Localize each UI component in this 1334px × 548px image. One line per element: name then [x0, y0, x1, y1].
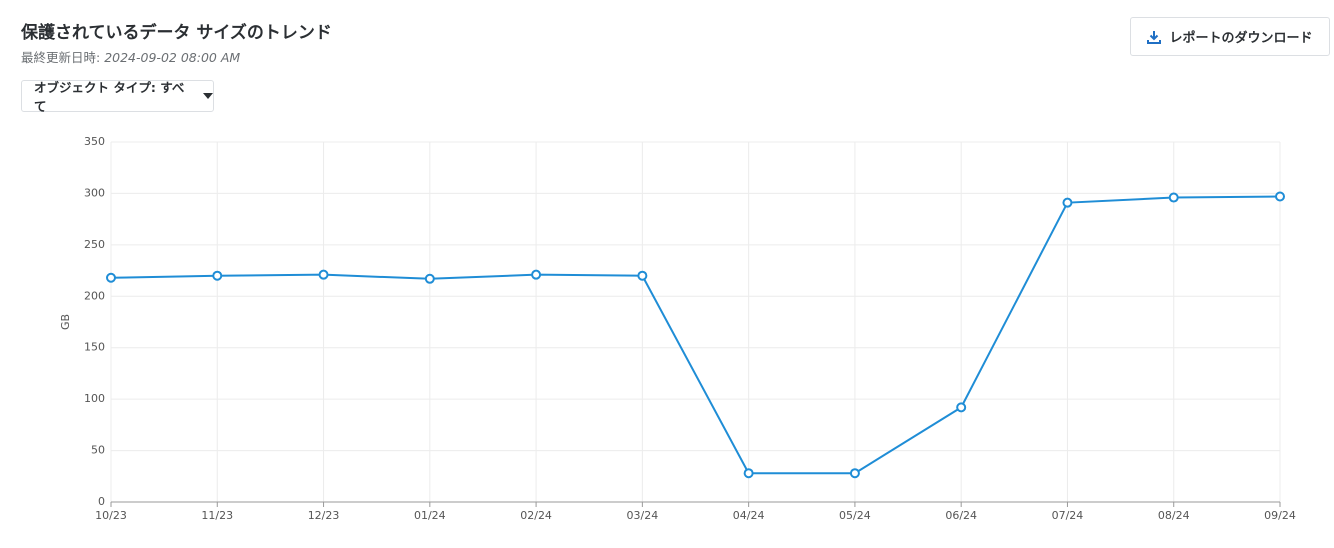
data-point: [318, 269, 329, 280]
x-tick-label: 01/24: [414, 509, 446, 522]
object-type-filter[interactable]: オブジェクト タイプ: すべて: [21, 80, 214, 114]
y-tick-label: 50: [91, 444, 105, 457]
download-icon: [1147, 30, 1162, 44]
updated-value: 2024-09-02 08:00 AM: [104, 50, 241, 65]
data-line: [110, 195, 1281, 475]
data-point: [424, 273, 435, 284]
y-tick-label: 200: [84, 289, 105, 302]
data-point: [956, 402, 967, 413]
page-title: 保護されているデータ サイズのトレンド: [21, 23, 332, 43]
y-tick-label: 250: [84, 238, 105, 251]
x-tick-label: 05/24: [839, 509, 871, 522]
x-tick-label: 08/24: [1158, 509, 1190, 522]
x-tick-label: 10/23: [95, 509, 127, 522]
data-point: [531, 269, 542, 280]
y-tick-label: 100: [84, 392, 105, 405]
last-updated: 最終更新日時: 2024-09-02 08:00 AM: [21, 47, 240, 66]
y-tick-label: 0: [98, 495, 105, 508]
x-tick-label: 04/24: [733, 509, 765, 522]
y-axis-label: GB: [59, 314, 72, 330]
x-tick-label: 06/24: [945, 509, 977, 522]
filter-label: オブジェクト タイプ: すべて: [34, 80, 185, 114]
x-tick-label: 07/24: [1052, 509, 1084, 522]
download-button[interactable]: レポートのダウンロード: [1130, 17, 1330, 56]
y-tick-label: 350: [84, 135, 105, 148]
data-point: [849, 468, 860, 479]
download-label: レポートのダウンロード: [1169, 31, 1313, 46]
data-point: [1062, 197, 1073, 208]
caret: [203, 93, 213, 99]
y-tick-label: 150: [84, 341, 105, 354]
x-tick-label: 11/23: [201, 509, 233, 522]
data-point: [637, 270, 648, 281]
data-point: [1168, 192, 1179, 203]
x-tick-label: 02/24: [520, 509, 552, 522]
x-tick-label: 09/24: [1264, 509, 1296, 522]
updated-label: 最終更新日時:: [21, 50, 101, 65]
x-tick-label: 12/23: [308, 509, 340, 522]
x-tick-label: 03/24: [627, 509, 659, 522]
data-point: [743, 468, 754, 479]
y-tick-label: 300: [84, 186, 105, 199]
data-point: [212, 270, 223, 281]
data-point: [1275, 191, 1285, 202]
data-point: [106, 272, 116, 283]
